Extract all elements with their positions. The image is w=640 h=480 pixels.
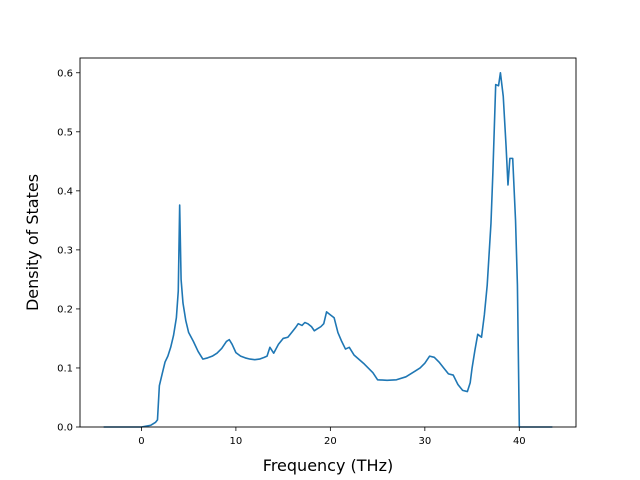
y-tick-label: 0.0 — [57, 423, 73, 434]
y-tick-label: 0.1 — [57, 363, 73, 374]
y-tick-label: 0.2 — [57, 304, 73, 315]
x-tick-label: 0 — [138, 436, 144, 447]
plot-area — [103, 71, 553, 428]
x-axis-title: Frequency (THz) — [263, 456, 393, 475]
axis-ticks: 0 10 20 30 40 0.0 0.1 0.2 0.3 0.4 0.5 0.6 — [57, 68, 526, 447]
x-tick-label: 20 — [324, 436, 337, 447]
y-tick-label: 0.6 — [57, 68, 73, 79]
x-tick-label: 30 — [418, 436, 431, 447]
y-tick-label: 0.4 — [57, 186, 73, 197]
y-tick-label: 0.3 — [57, 245, 73, 256]
x-tick-label: 10 — [230, 436, 243, 447]
x-tick-label: 40 — [513, 436, 526, 447]
axes-frame — [79, 57, 577, 428]
y-tick-label: 0.5 — [57, 127, 73, 138]
y-axis-title: Density of States — [23, 174, 42, 311]
dos-series-line-0 — [103, 71, 553, 428]
